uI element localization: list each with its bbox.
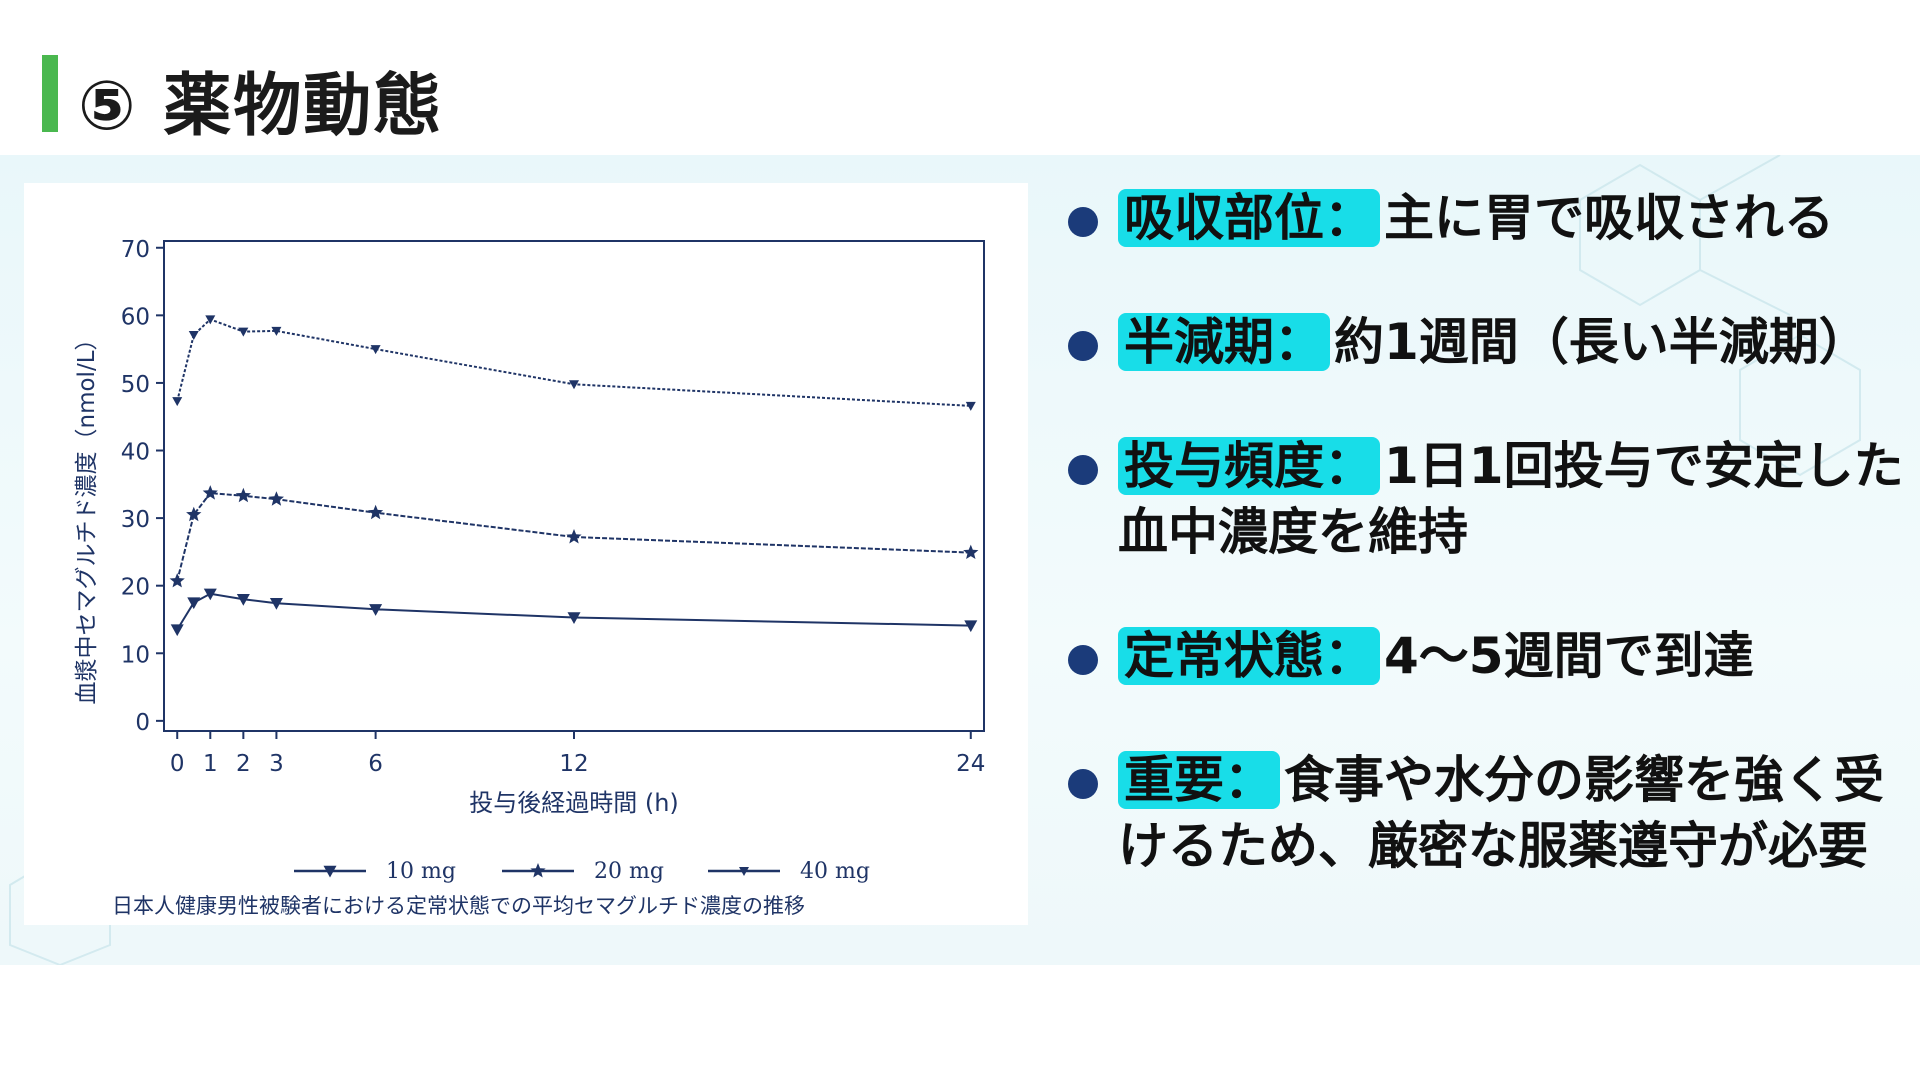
y-tick-label: 50 [121, 372, 150, 398]
data-point [963, 544, 979, 559]
x-tick-label: 12 [559, 751, 588, 777]
page-title: ⑤ 薬物動態 [78, 67, 444, 146]
legend-label: 40 mg [800, 859, 870, 884]
data-point [965, 401, 976, 411]
legend-label: 10 mg [386, 859, 456, 884]
bullet-text: 4～5週間で到達 [1384, 627, 1754, 685]
title-accent-bar [42, 55, 58, 132]
data-point [186, 506, 202, 522]
bullet-item: 吸収部位： 主に胃で吸収される [1068, 185, 1908, 251]
x-tick-label: 3 [269, 751, 284, 777]
data-point [368, 504, 384, 520]
data-point [964, 620, 978, 633]
bullet-text: 1日1回投与で安定した [1384, 437, 1904, 495]
bullet-text-continued: 血中濃度を維持 [1118, 503, 1468, 561]
bullet-dot [1068, 207, 1098, 237]
y-axis-label: 血漿中セマグルチド濃度（nmol/L） [74, 327, 100, 704]
plot-frame [163, 240, 985, 732]
bullet-text-continued: けるため、厳密な服薬遵守が必要 [1118, 817, 1868, 875]
series-line [176, 592, 971, 631]
bullet-label: 投与頻度： [1118, 437, 1380, 495]
bullet-dot [1068, 769, 1098, 799]
y-axis: 0 10 20 30 40 50 60 70 [121, 237, 164, 736]
bullet-item: 半減期： 約1週間（長い半減期） [1068, 309, 1908, 375]
x-tick-label: 1 [203, 751, 218, 777]
data-point [170, 624, 184, 637]
legend-item: 10 mg [294, 859, 456, 884]
legend-item: 40 mg [708, 859, 870, 884]
y-tick-label: 30 [121, 507, 150, 533]
x-tick-label: 24 [956, 751, 985, 777]
legend-item: 20 mg [502, 859, 664, 884]
bullet-dot [1068, 455, 1098, 485]
series-line [176, 492, 971, 582]
data-point [205, 315, 216, 325]
y-tick-label: 70 [121, 237, 150, 263]
bullet-label: 定常状態： [1118, 627, 1380, 685]
y-tick-label: 60 [121, 304, 150, 330]
legend-marker [530, 863, 546, 878]
bullet-text: 主に胃で吸収される [1384, 189, 1834, 247]
y-tick-label: 0 [135, 710, 150, 736]
series-1 [170, 588, 978, 637]
x-tick-label: 2 [236, 751, 251, 777]
data-point [567, 612, 581, 624]
bullet-item: 投与頻度： 1日1回投与で安定した 血中濃度を維持 [1068, 433, 1908, 565]
data-point [203, 588, 217, 601]
chart-card: 0 10 20 30 40 50 60 70 0 1 2 3 6 12 24 血漿中セマグルチド濃度（nm… [24, 183, 1028, 925]
bullet-item: 重要： 食事や水分の影響を強く受 けるため、厳密な服薬遵守が必要 [1068, 747, 1908, 879]
bullet-dot [1068, 331, 1098, 361]
data-point [269, 598, 283, 610]
data-point [238, 327, 249, 337]
bullet-list: 吸収部位： 主に胃で吸収される 半減期： 約1週間（長い半減期） 投与頻度： 1日1回… [1068, 185, 1908, 907]
legend: 10 mg 20 mg 40 mg [294, 859, 870, 884]
bullet-text: 約1週間（長い半減期） [1334, 313, 1869, 371]
legend-marker [323, 865, 337, 878]
bullet-label: 重要： [1118, 751, 1280, 809]
legend-label: 20 mg [594, 859, 664, 884]
data-point [187, 597, 201, 610]
x-axis-label: 投与後経過時間 (h) [469, 789, 679, 817]
bullet-label: 半減期： [1118, 313, 1330, 371]
data-point [370, 345, 381, 355]
data-point [172, 397, 183, 407]
data-point [569, 380, 579, 390]
data-point [188, 330, 199, 340]
data-point [235, 487, 251, 503]
series-2 [169, 485, 979, 588]
legend-marker [739, 867, 749, 876]
series-line [176, 318, 971, 407]
y-tick-label: 40 [121, 440, 150, 466]
bullet-text: 食事や水分の影響を強く受 [1284, 751, 1884, 809]
chart-caption: 日本人健康男性被験者における定常状態での平均セマグルチド濃度の推移 [112, 894, 805, 918]
bullet-dot [1068, 645, 1098, 675]
x-tick-label: 6 [368, 751, 383, 777]
data-point [566, 529, 582, 544]
series-layer [169, 315, 979, 637]
bullet-item: 定常状態： 4～5週間で到達 [1068, 623, 1908, 689]
data-point [236, 594, 250, 606]
bullet-label: 吸収部位： [1118, 189, 1380, 247]
x-axis: 0 1 2 3 6 12 24 [170, 731, 985, 777]
y-tick-label: 10 [121, 642, 150, 668]
data-point [169, 573, 185, 588]
data-point [369, 604, 383, 616]
data-point [271, 326, 282, 336]
series-3 [172, 315, 976, 411]
x-tick-label: 0 [170, 751, 185, 777]
data-point [268, 491, 284, 506]
data-point [202, 485, 218, 500]
y-tick-label: 20 [121, 575, 150, 601]
